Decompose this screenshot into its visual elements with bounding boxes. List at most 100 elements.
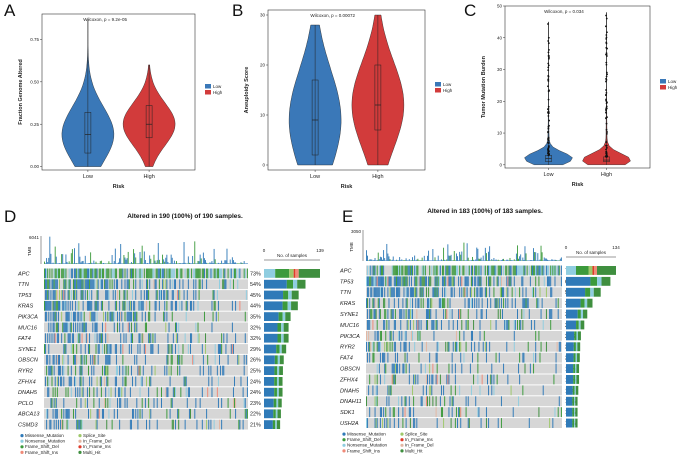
tmb-bar — [187, 256, 189, 264]
tmb-bar — [432, 249, 434, 261]
mutation-cell — [393, 341, 395, 352]
tmb-bar — [182, 262, 184, 264]
mutation-cell — [135, 376, 137, 387]
tmb-bar — [466, 243, 468, 261]
mutation-cell — [211, 300, 213, 311]
mutation-cell — [49, 354, 51, 365]
mutation-cell — [139, 268, 141, 279]
mutation-cell — [50, 300, 52, 311]
mutation-cell — [500, 298, 502, 309]
mutation-cell — [166, 268, 168, 279]
mutation-cell — [82, 279, 84, 290]
mutation-cell — [405, 265, 407, 276]
tmb-bar — [108, 261, 110, 264]
mutation-cell — [371, 276, 373, 287]
mutation-cell — [393, 265, 395, 276]
mutation-cell — [492, 265, 494, 276]
mutation-cell — [438, 276, 440, 287]
mutation-cell — [400, 276, 402, 287]
mutation-cell — [533, 287, 535, 298]
mutation-cell — [374, 309, 376, 319]
mutation-cell — [559, 341, 561, 352]
mutation-cell — [505, 298, 507, 309]
mutation-cell — [517, 265, 518, 276]
mutation-cell — [166, 300, 168, 311]
mutation-cell — [130, 419, 132, 430]
mutation-cell — [171, 344, 173, 354]
outlier-point — [547, 139, 550, 142]
count-bar-segment — [264, 377, 275, 386]
mutation-cell — [77, 300, 79, 311]
tmb-bar — [222, 263, 224, 264]
mutation-cell — [84, 268, 86, 279]
mutation-cell — [418, 298, 420, 309]
mutation-cell — [416, 276, 418, 287]
mutation-cell — [106, 279, 108, 290]
mutation-cell — [152, 344, 154, 354]
mutation-cell — [494, 298, 496, 309]
mutation-cell — [78, 419, 80, 430]
mutation-cell — [430, 298, 432, 309]
mutation-cell — [474, 265, 476, 276]
mutation-cell — [436, 374, 438, 385]
mutation-cell — [409, 265, 411, 276]
mutation-cell — [84, 279, 86, 290]
mutation-cell — [67, 333, 69, 344]
mutation-cell — [52, 387, 54, 398]
tmb-bar — [79, 256, 81, 264]
mutation-cell — [232, 387, 234, 398]
mutation-cell — [449, 309, 451, 319]
tmb-bar — [236, 263, 238, 264]
count-bar-segment — [576, 320, 579, 330]
mutation-cell — [467, 396, 469, 407]
mutation-cell — [223, 268, 225, 279]
row-background — [44, 311, 248, 322]
mutation-cell — [488, 385, 490, 396]
mutation-cell — [114, 300, 116, 311]
mutation-cell — [534, 265, 536, 276]
mutation-cell — [181, 268, 183, 279]
mutation-cell — [510, 276, 512, 287]
mutation-cell — [244, 398, 246, 408]
mutation-cell — [407, 265, 409, 276]
mutation-cell — [545, 265, 547, 276]
mutation-cell — [465, 276, 467, 287]
outlier-point — [605, 14, 607, 17]
y-axis-title: Aneuploidy Score — [244, 67, 250, 114]
gene-label: TP53 — [340, 279, 354, 285]
mutation-cell — [452, 341, 454, 352]
mutation-cell — [230, 268, 232, 279]
count-bar-segment — [277, 409, 281, 419]
outlier-point — [605, 25, 607, 28]
mutation-cell — [378, 341, 380, 352]
mutation-cell — [90, 408, 92, 419]
tmb-bar — [553, 260, 555, 261]
tmb-bar — [371, 259, 373, 261]
mutation-cell — [458, 309, 460, 319]
mutation-cell — [96, 290, 98, 300]
mutation-cell — [488, 265, 490, 276]
mutation-cell — [454, 374, 456, 385]
mutation-cell — [549, 418, 551, 428]
mutation-cell — [525, 287, 527, 298]
tmb-bar — [392, 256, 394, 261]
mutation-cell — [205, 344, 207, 354]
tmb-bar — [45, 263, 46, 264]
tmb-bar — [238, 263, 240, 264]
tmb-bar — [438, 260, 440, 261]
count-bar-segment — [566, 364, 574, 373]
bar-axis-tick-max: 134 — [612, 245, 620, 250]
mutation-cell — [477, 276, 479, 287]
mutation-cell — [472, 265, 473, 276]
mutation-cell — [369, 265, 371, 276]
mutation-cell — [91, 376, 93, 387]
mutation-cell — [130, 365, 132, 376]
mutation-cell — [451, 276, 453, 287]
mutation-cell — [51, 365, 53, 376]
tmb-bar — [144, 260, 146, 264]
outlier-point — [605, 71, 608, 74]
mutation-cell — [550, 309, 552, 319]
count-bar-segment — [289, 269, 294, 278]
mutation-cell — [525, 298, 527, 309]
mutation-cell — [383, 298, 385, 309]
